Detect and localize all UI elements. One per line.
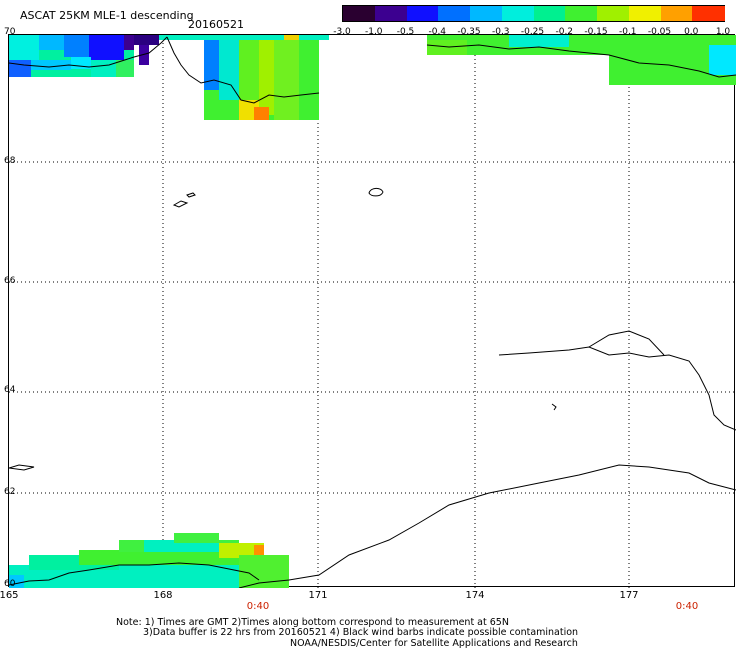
swath-cell bbox=[174, 533, 219, 543]
lat-label-70: 70 bbox=[4, 27, 16, 37]
lat-label-68: 68 bbox=[4, 156, 16, 166]
swath-cell bbox=[239, 40, 259, 110]
color-scale-label: -0.05 bbox=[647, 27, 672, 37]
swath-cell bbox=[91, 60, 116, 77]
swath-cell bbox=[9, 60, 31, 77]
swath-cell bbox=[427, 40, 467, 55]
swath-cell bbox=[427, 35, 736, 55]
lon-label-168: 168 bbox=[153, 590, 173, 601]
color-scale-label: -0.5 bbox=[396, 27, 415, 37]
note-line-2: 3)Data buffer is 22 hrs from 20160521 4)… bbox=[143, 627, 579, 638]
swath-cell bbox=[259, 40, 274, 115]
color-scale-segment bbox=[597, 6, 630, 21]
coastline-seward bbox=[498, 346, 736, 431]
lat-label-60: 60 bbox=[4, 579, 16, 589]
coastline-bottom-left bbox=[9, 562, 260, 586]
swath-cell bbox=[159, 35, 329, 40]
coastline-chukotka bbox=[9, 36, 168, 68]
swath-cell bbox=[124, 35, 134, 50]
swath-cell bbox=[64, 35, 89, 57]
swath-cell bbox=[284, 35, 299, 40]
color-scale-segment bbox=[374, 6, 407, 21]
color-scale-segment bbox=[692, 6, 725, 21]
coastlines bbox=[9, 36, 736, 588]
color-scale-label: -1.0 bbox=[364, 27, 383, 37]
island-3 bbox=[186, 192, 196, 198]
lon-label-171: 171 bbox=[308, 590, 328, 601]
color-scale-label: -0.1 bbox=[618, 27, 637, 37]
swath-cell bbox=[274, 40, 299, 120]
color-scale-label: -0.35 bbox=[457, 27, 481, 37]
swath-top-middle bbox=[159, 35, 329, 120]
color-scale-label: -0.4 bbox=[428, 27, 447, 37]
swath-cell bbox=[31, 60, 71, 70]
lon-label-177: 177 bbox=[619, 590, 639, 601]
color-scale-segment bbox=[660, 6, 693, 21]
swath-cell bbox=[9, 565, 289, 588]
island-1 bbox=[368, 187, 384, 197]
color-scale-segment bbox=[343, 6, 376, 21]
note-line-1: Note: 1) Times are GMT 2)Times along bot… bbox=[116, 617, 509, 628]
color-scale-label: -0.3 bbox=[491, 27, 510, 37]
color-scale-label: -0.15 bbox=[584, 27, 608, 37]
swath-top-left bbox=[9, 35, 159, 77]
swath-cell bbox=[39, 35, 64, 50]
color-scale-segment bbox=[628, 6, 661, 21]
swath-cell bbox=[219, 543, 264, 558]
lat-label-66: 66 bbox=[4, 276, 16, 286]
swath-cell bbox=[79, 550, 249, 565]
map-frame bbox=[8, 34, 736, 588]
swath-cell bbox=[219, 40, 239, 100]
color-scale-segment bbox=[406, 6, 439, 21]
lat-label-62: 62 bbox=[4, 487, 16, 497]
swath-cell bbox=[709, 45, 736, 75]
coastline-bay bbox=[588, 330, 665, 356]
lat-label-64: 64 bbox=[4, 385, 16, 395]
graticule bbox=[9, 35, 736, 588]
lon-label-174: 174 bbox=[465, 590, 485, 601]
swath-cell bbox=[89, 35, 124, 60]
color-scale-segment bbox=[501, 6, 534, 21]
product-date: 20160521 bbox=[188, 18, 244, 31]
swath-cell bbox=[239, 555, 289, 588]
island-2 bbox=[172, 200, 189, 208]
color-scale-segment bbox=[470, 6, 503, 21]
color-scale-label: -3.0 bbox=[333, 27, 351, 37]
time-label: 0:40 bbox=[675, 601, 699, 612]
color-scale-label: -0.2 bbox=[555, 27, 574, 37]
color-scale-segment bbox=[438, 6, 471, 21]
time-label: 0:40 bbox=[246, 601, 270, 612]
coastline-chukchi bbox=[166, 36, 320, 104]
map-canvas bbox=[9, 35, 736, 588]
swath-cell bbox=[509, 35, 569, 47]
color-scale-segment bbox=[533, 6, 566, 21]
note-line-3: NOAA/NESDIS/Center for Satellite Applica… bbox=[290, 638, 578, 649]
coastline-alaska-south bbox=[238, 464, 736, 588]
island-4 bbox=[551, 403, 557, 411]
color-scale-bar bbox=[342, 5, 725, 22]
swath-cell bbox=[139, 45, 149, 65]
swath-cell bbox=[204, 40, 219, 90]
lon-label-165: 165 bbox=[0, 590, 19, 601]
swath-cell bbox=[9, 35, 39, 60]
color-scale-label: 1.0 bbox=[715, 27, 731, 37]
swath-cell bbox=[254, 107, 269, 120]
island-stlawrence bbox=[9, 464, 35, 471]
color-scale-label: -0.25 bbox=[520, 27, 545, 37]
swath-cell bbox=[254, 545, 264, 555]
swath-top-right bbox=[427, 35, 736, 85]
product-title: ASCAT 25KM MLE-1 descending bbox=[20, 9, 194, 22]
color-scale-segment bbox=[565, 6, 598, 21]
swath-cell bbox=[116, 60, 134, 77]
coastline-alaska-north bbox=[426, 44, 736, 78]
color-scale-label: 0.0 bbox=[684, 27, 699, 37]
swath-cell bbox=[134, 35, 159, 45]
